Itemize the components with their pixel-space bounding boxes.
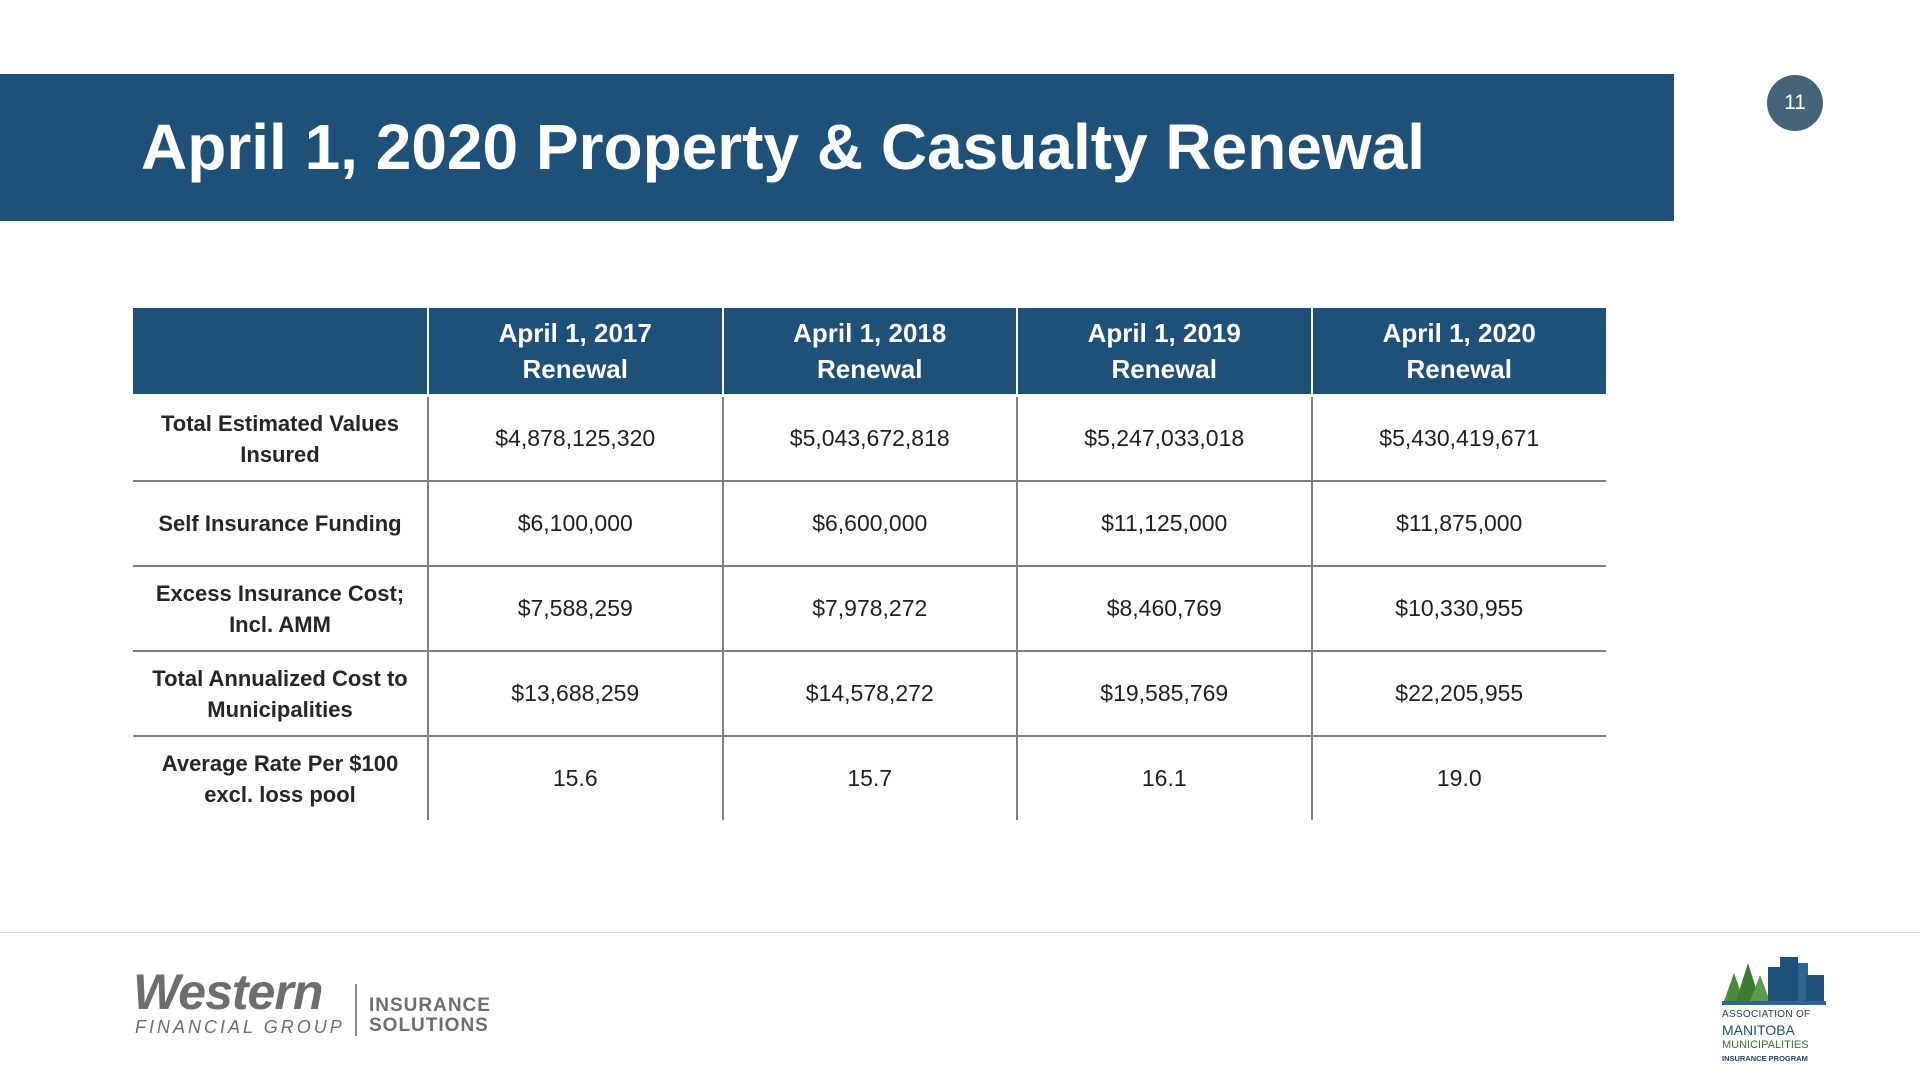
table-cell: $10,330,955 <box>1310 565 1606 651</box>
table-cell: 15.7 <box>721 735 1017 820</box>
western-financial-logo: Western FINANCIAL GROUP INSURANCE SOLUTI… <box>133 964 503 1040</box>
table-cell: $11,875,000 <box>1310 480 1606 566</box>
footer-divider <box>0 932 1920 933</box>
table-cell: $6,600,000 <box>721 480 1017 566</box>
header-line: Renewal <box>817 354 923 384</box>
amm-line-1: ASSOCIATION OF <box>1722 1009 1811 1020</box>
western-tagline: FINANCIAL GROUP <box>135 1017 345 1037</box>
table-cell: $5,247,033,018 <box>1016 394 1312 481</box>
amm-logo: ASSOCIATION OF MANITOBA MUNICIPALITIES I… <box>1722 945 1832 1070</box>
table-cell: $19,585,769 <box>1016 650 1312 736</box>
table-header-cell: April 1, 2018 Renewal <box>721 308 1017 396</box>
table-header-cell-empty <box>133 308 428 396</box>
header-line: April 1, 2017 <box>498 318 652 348</box>
western-product-line1: INSURANCE <box>369 995 491 1016</box>
table-cell: $14,578,272 <box>721 650 1017 736</box>
row-label: Average Rate Per $100 excl. loss pool <box>133 735 428 820</box>
header-line: Renewal <box>1111 354 1218 384</box>
table-cell: $13,688,259 <box>427 650 723 736</box>
header-line: Renewal <box>522 354 629 384</box>
table-header-cell: April 1, 2017 Renewal <box>427 308 723 396</box>
amm-skyline-icon <box>1722 957 1826 1005</box>
table-cell: $11,125,000 <box>1016 480 1312 566</box>
row-label: Excess Insurance Cost; Incl. AMM <box>133 565 428 651</box>
amm-line-4: INSURANCE PROGRAM <box>1722 1054 1808 1063</box>
table-cell: $8,460,769 <box>1016 565 1312 651</box>
renewal-table: April 1, 2017 Renewal April 1, 2018 Rene… <box>133 308 1606 820</box>
table-cell: 16.1 <box>1016 735 1312 820</box>
page-title: April 1, 2020 Property & Casualty Renewa… <box>141 111 1426 183</box>
row-label: Total Estimated Values Insured <box>133 394 428 481</box>
table-cell: $5,043,672,818 <box>721 394 1017 481</box>
table-row: Self Insurance Funding $6,100,000 $6,600… <box>133 480 1606 566</box>
table-cell: 15.6 <box>427 735 723 820</box>
western-wordmark: Western <box>133 964 323 1020</box>
table-cell: $7,978,272 <box>721 565 1017 651</box>
table-cell: $22,205,955 <box>1310 650 1606 736</box>
table-header-cell: April 1, 2019 Renewal <box>1016 308 1312 396</box>
table-cell: 19.0 <box>1310 735 1606 820</box>
table-header-cell: April 1, 2020 Renewal <box>1310 308 1606 396</box>
row-label: Total Annualized Cost to Municipalities <box>133 650 428 736</box>
table-cell: $7,588,259 <box>427 565 723 651</box>
table-cell: $5,430,419,671 <box>1310 394 1606 481</box>
western-product-line2: SOLUTIONS <box>369 1015 489 1036</box>
amm-line-2: MANITOBA <box>1722 1022 1795 1038</box>
table-cell: $6,100,000 <box>427 480 723 566</box>
table-cell: $4,878,125,320 <box>427 394 723 481</box>
table-header-row: April 1, 2017 Renewal April 1, 2018 Rene… <box>133 308 1606 396</box>
header-line: April 1, 2018 <box>793 318 947 348</box>
header-line: April 1, 2019 <box>1087 318 1241 348</box>
table-row: Excess Insurance Cost; Incl. AMM $7,588,2… <box>133 565 1606 651</box>
row-label: Self Insurance Funding <box>133 480 428 566</box>
table-row: Total Annualized Cost to Municipalities $… <box>133 650 1606 736</box>
title-bar: April 1, 2020 Property & Casualty Renewa… <box>0 74 1674 221</box>
table-row: Total Estimated Values Insured $4,878,125… <box>133 394 1606 481</box>
logo-divider <box>355 984 357 1036</box>
table-row: Average Rate Per $100 excl. loss pool 15.… <box>133 735 1606 820</box>
header-line: Renewal <box>1406 354 1513 384</box>
amm-line-3: MUNICIPALITIES <box>1722 1039 1809 1051</box>
header-line: April 1, 2020 <box>1382 318 1536 348</box>
page-number-badge: 11 <box>1767 75 1823 131</box>
